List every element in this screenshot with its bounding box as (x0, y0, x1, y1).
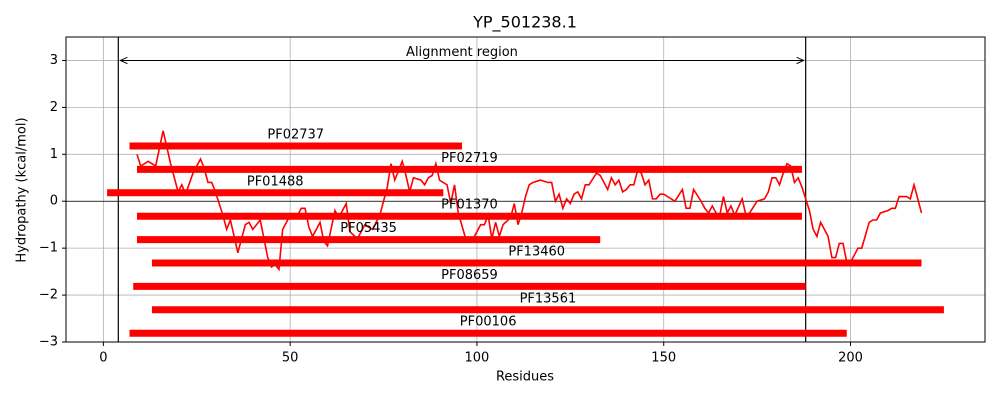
x-tick-label: 200 (838, 351, 863, 366)
domain-label: PF00106 (460, 315, 517, 330)
domain-label: PF02719 (441, 151, 498, 166)
x-axis-label: Residues (496, 370, 554, 385)
plot-frame (65, 36, 986, 343)
y-axis-label: Hydropathy (kcal/mol) (15, 117, 30, 262)
domain-label: PF08659 (441, 268, 498, 283)
domain-label: PF01370 (441, 198, 498, 213)
y-tick-label: −3 (39, 335, 58, 350)
x-tick-label: 150 (651, 351, 676, 366)
domain-label: PF05435 (340, 221, 397, 236)
y-tick-label: 3 (50, 53, 58, 68)
y-tick-label: −1 (39, 241, 58, 256)
domain-label: PF13460 (508, 245, 565, 260)
y-tick-label: 1 (50, 147, 58, 162)
chart-title: YP_501238.1 (472, 13, 577, 33)
x-tick-label: 0 (99, 351, 107, 366)
hydropathy-line (136, 130, 923, 272)
y-tick-label: −2 (39, 288, 58, 303)
alignment-label: Alignment region (406, 45, 518, 60)
y-tick-label: 0 (50, 194, 58, 209)
domain-label: PF02737 (267, 128, 324, 143)
domain-label: PF01488 (247, 174, 304, 189)
x-tick-label: 100 (465, 351, 490, 366)
y-tick-label: 2 (50, 100, 58, 115)
domain-label: PF13561 (520, 291, 577, 306)
x-tick-label: 50 (282, 351, 299, 366)
